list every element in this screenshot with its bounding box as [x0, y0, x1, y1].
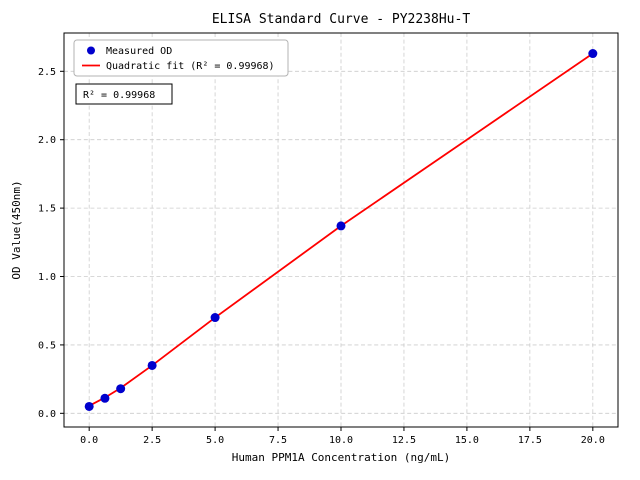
data-point: [588, 49, 598, 59]
scatter-points: [84, 49, 598, 411]
data-point: [84, 401, 94, 411]
x-tick-label: 20.0: [581, 435, 605, 446]
tick-marks: [60, 70, 594, 431]
legend-label-quadratic-fit: Quadratic fit (R² = 0.99968): [106, 61, 275, 72]
data-point: [210, 313, 220, 323]
data-point: [100, 393, 110, 403]
y-tick-label: 1.0: [38, 272, 56, 283]
legend-marker-measured-od: [87, 46, 95, 55]
x-tick-label: 2.5: [143, 435, 161, 446]
legend-box: [73, 39, 289, 77]
x-tick-label: 0.0: [80, 435, 98, 446]
x-tick-label: 15.0: [455, 435, 479, 446]
x-tick-label: 10.0: [329, 435, 353, 446]
data-point: [116, 384, 126, 394]
data-point: [147, 360, 157, 370]
y-tick-label: 2.5: [38, 67, 56, 78]
x-tick-label: 7.5: [269, 435, 287, 446]
chart-title: ELISA Standard Curve - PY2238Hu-T: [212, 12, 470, 27]
annotation-text: R² = 0.99968: [83, 90, 155, 101]
r-squared-annotation: R² = 0.99968: [75, 83, 173, 105]
annotation-box: [75, 83, 173, 105]
y-tick-label: 2.0: [38, 135, 56, 146]
x-axis-label: Human PPM1A Concentration (ng/mL): [232, 451, 451, 464]
x-tick-label: 12.5: [392, 435, 416, 446]
x-tick-label: 5.0: [206, 435, 224, 446]
legend-label-measured-od: Measured OD: [106, 46, 172, 57]
y-tick-label: 1.5: [38, 204, 56, 215]
legend: Measured OD Quadratic fit (R² = 0.99968): [73, 39, 289, 77]
x-tick-label: 17.5: [518, 435, 542, 446]
y-axis-label: OD Value(450nm): [10, 180, 23, 279]
data-point: [336, 221, 346, 231]
y-tick-label: 0.5: [38, 340, 56, 351]
y-tick-label: 0.0: [38, 409, 56, 420]
